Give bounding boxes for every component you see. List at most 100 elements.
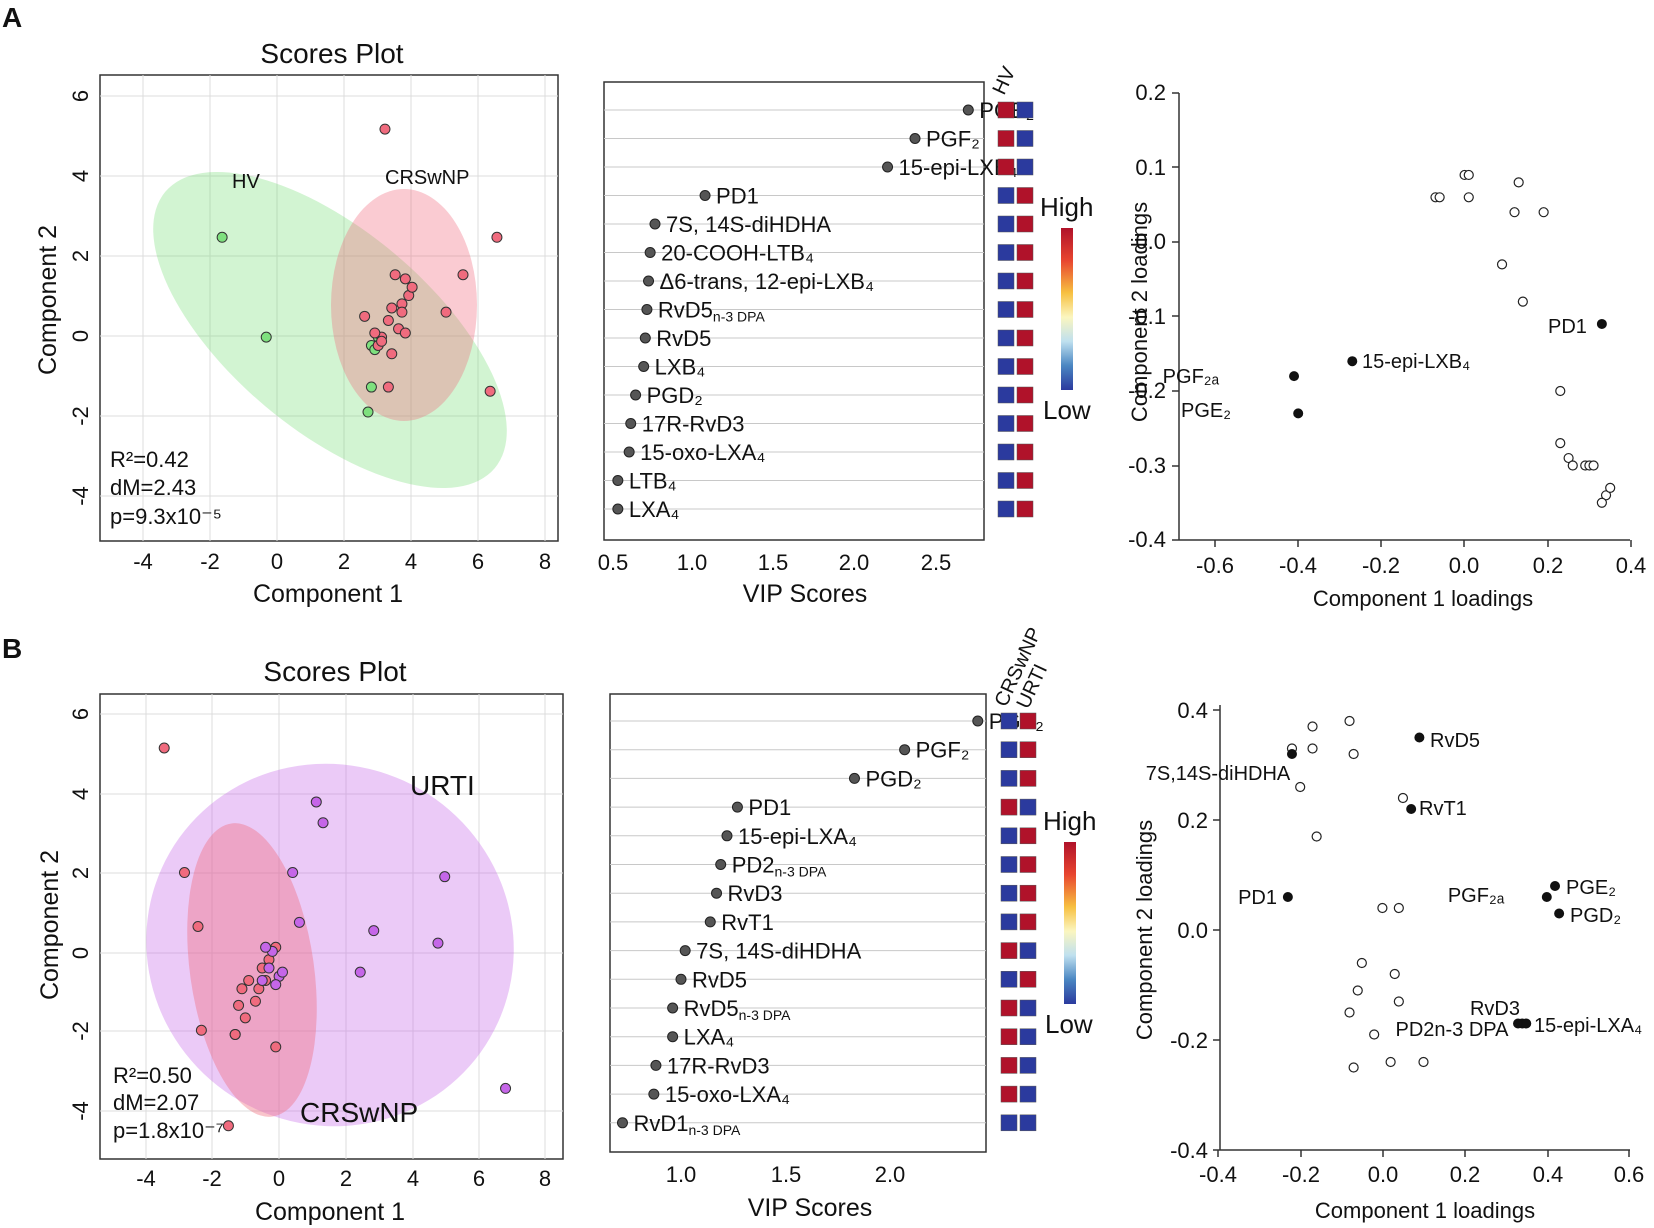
loading-point-open (1605, 482, 1616, 493)
score-point-crswnp (239, 1012, 251, 1024)
vip-point (612, 475, 624, 486)
y-tick: -0.4 (1128, 527, 1166, 552)
score-point-crswnp (386, 302, 398, 314)
vip-label: 15-epi-LXA₄ (738, 824, 857, 849)
score-point-crswnp (249, 995, 261, 1007)
score-point-urti (439, 871, 451, 883)
loading-point-labeled (1596, 318, 1607, 329)
score-point-urti (287, 867, 299, 879)
score-point-urti (256, 974, 268, 986)
heatmap-cell (1000, 884, 1018, 902)
score-point-crswnp (386, 348, 398, 360)
y-tick: -0.2 (1128, 378, 1166, 403)
y-tick: 0.0 (1177, 918, 1208, 943)
panel-b-vip-frame (609, 693, 987, 1153)
score-point-hv (216, 231, 228, 243)
group-label-urti: URTI (410, 770, 475, 801)
heatmap-cell (1000, 856, 1018, 873)
x-tick: 2 (338, 549, 350, 574)
heat-legend-bar-a (1061, 228, 1073, 390)
loading-point-labeled (1293, 408, 1304, 419)
vip-label: 20-COOH-LTB₄ (661, 241, 814, 266)
heatmap-cell (997, 187, 1015, 204)
vip-label: RvD1n-3 DPA (633, 1111, 741, 1138)
vip-label: PGF₂ (926, 127, 980, 152)
y-tick: -2 (68, 1021, 93, 1041)
stat-p-a: p=9.3x10⁻⁵ (110, 504, 222, 529)
x-tick: 0 (271, 549, 283, 574)
x-tick: 0 (273, 1166, 285, 1191)
vip-point (909, 133, 921, 144)
panel-label-a: A (2, 2, 22, 33)
panel-a-loadings-points (1289, 169, 1616, 508)
vip-point (667, 1002, 679, 1014)
panel-a-scores-xticks: -4 -2 0 2 4 6 8 (133, 549, 551, 574)
score-point-crswnp (399, 327, 411, 339)
vip-label: RvD5n-3 DPA (658, 298, 766, 325)
vip-point (704, 916, 716, 928)
loading-label-pd2: PD2n-3 DPA (1395, 1019, 1509, 1041)
loading-point-open (1295, 781, 1306, 793)
heatmap-cell (997, 158, 1015, 176)
loading-point-open (1348, 748, 1359, 760)
panel-b-loadings-labels: RvD5 RvT1 PD1 PGE₂ PGF₂ₐ PGD₂ RvD3 PD2n-… (1146, 730, 1642, 1041)
x-tick: 2.5 (921, 550, 952, 575)
y-tick: -0.3 (1128, 453, 1166, 478)
vip-label: LXA₄ (684, 1025, 735, 1050)
x-tick: -4 (136, 1166, 156, 1191)
score-point-crswnp (396, 306, 408, 318)
panel-b-scores-yticks: 6 4 2 0 -2 -4 (68, 708, 93, 1121)
vip-label-subscript: n-3 DPA (775, 864, 828, 880)
vip-point (639, 332, 651, 344)
score-point-crswnp (382, 381, 394, 393)
score-point-urti (368, 925, 380, 937)
vip-label: 15-oxo-LXA₄ (640, 440, 765, 465)
heatmap-cell (1000, 942, 1018, 959)
vip-label: RvD5 (692, 967, 747, 992)
x-tick: -0.4 (1279, 553, 1317, 578)
y-tick: 2 (68, 867, 93, 879)
score-point-crswnp (369, 327, 381, 339)
vip-label-subscript: n-3 DPA (688, 1122, 741, 1138)
panel-a-vip-frame (603, 81, 985, 541)
loading-point-open (1463, 169, 1474, 181)
panel-b-loadings-xticks: -0.4 -0.2 0.0 0.2 0.4 0.6 (1199, 1162, 1644, 1187)
panel-a-scores-grid (100, 75, 558, 541)
y-tick: 0 (68, 330, 93, 342)
x-tick: -0.4 (1199, 1162, 1237, 1187)
panel-a-vip-xlabel: VIP Scores (743, 580, 868, 608)
loading-point-open (1509, 207, 1520, 218)
panel-b-loadings-plot: RvD5 RvT1 PD1 PGE₂ PGF₂ₐ PGD₂ RvD3 PD2n-… (1132, 698, 1644, 1223)
loading-label-pgd2: PGD₂ (1570, 905, 1621, 927)
loading-label-pd1: PD1 (1548, 316, 1587, 338)
y-tick: 2 (68, 250, 93, 262)
heatmap-cell (1016, 244, 1034, 261)
heatmap-cell (1000, 827, 1018, 845)
vip-point (643, 275, 655, 287)
group-label-crswnp-a: CRSwNP (385, 167, 469, 189)
score-point-urti (270, 979, 282, 991)
x-tick: 0.0 (1368, 1162, 1399, 1187)
heatmap-cell (1019, 884, 1037, 902)
panel-a-scores-xlabel: Component 1 (253, 580, 403, 608)
x-tick: 0.4 (1533, 1162, 1564, 1187)
loading-point-labeled (1541, 892, 1552, 902)
y-tick: 6 (68, 90, 93, 102)
panel-b-loadings-points (1282, 715, 1565, 1073)
heatmap-cell (997, 329, 1015, 347)
loading-point-open (1393, 996, 1404, 1007)
panel-a-scores-plot: Scores Plot HV CRSwNP R²=0.42 dM=2.43 p=… (34, 38, 559, 608)
vip-label: PD2n-3 DPA (732, 853, 827, 880)
vip-label-subscript: n-3 DPA (713, 309, 766, 325)
heatmap-cell (1000, 913, 1018, 931)
group-label-hv: HV (232, 171, 260, 193)
y-tick: -0.1 (1128, 304, 1166, 329)
loading-point-open (1555, 438, 1566, 449)
score-point-crswnp (270, 1041, 282, 1053)
stat-r2-a: R²=0.42 (110, 447, 189, 472)
loading-point-open (1307, 721, 1318, 732)
vip-point (650, 1059, 662, 1071)
